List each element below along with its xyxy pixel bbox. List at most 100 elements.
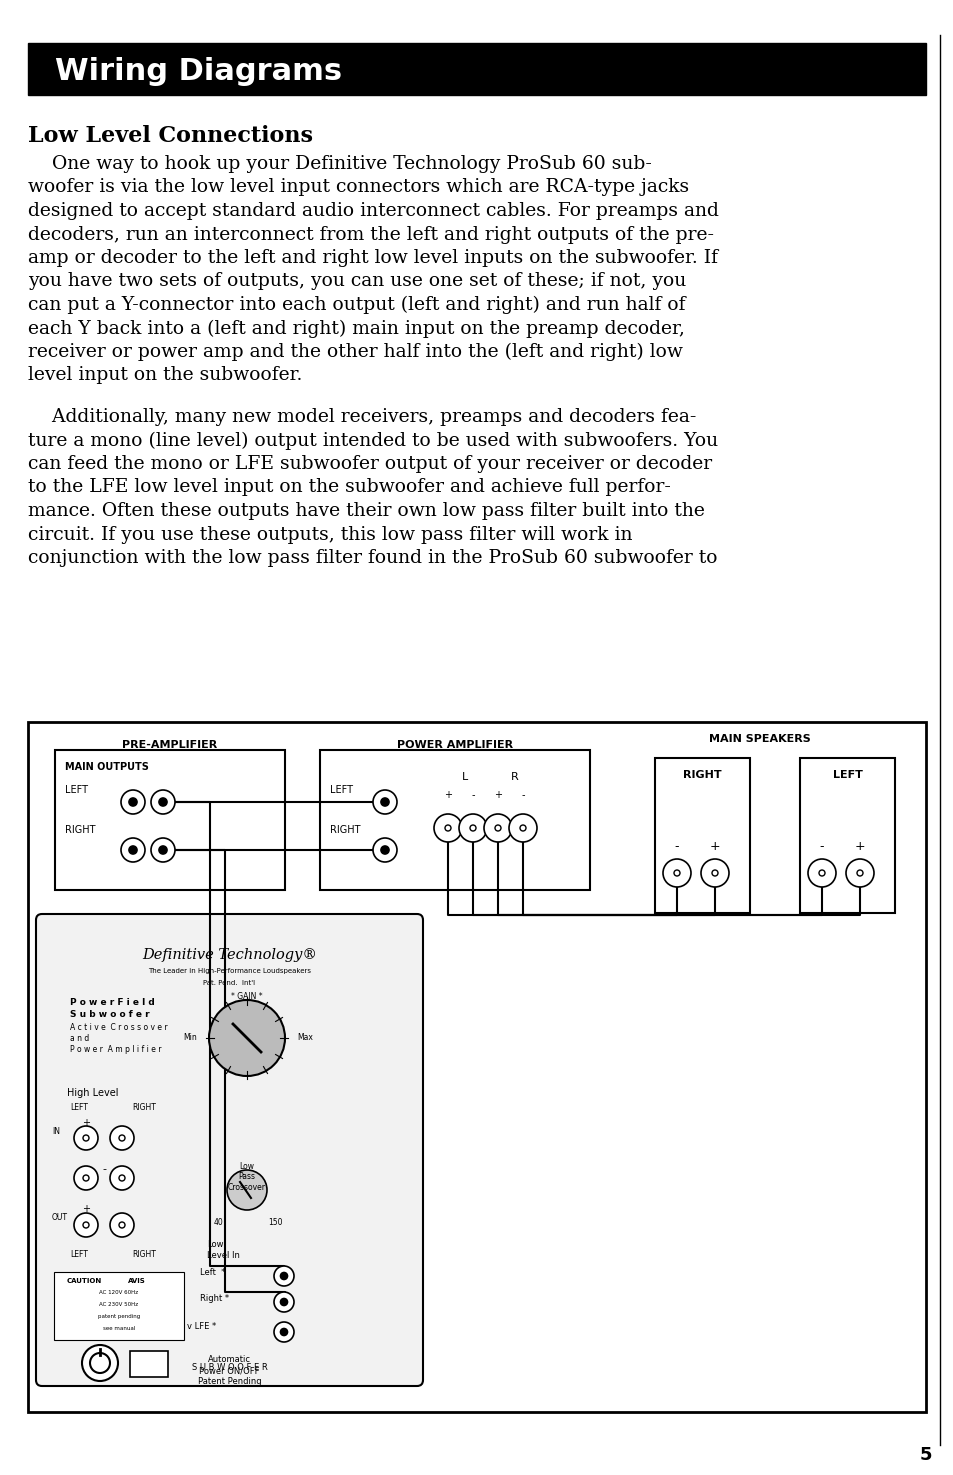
Text: A c t i v e  C r o s s o v e r
a n d
P o w e r  A m p l i f i e r: A c t i v e C r o s s o v e r a n d P o …: [70, 1024, 168, 1055]
Text: LEFT: LEFT: [330, 785, 353, 795]
Text: LEFT: LEFT: [832, 770, 862, 780]
Text: RIGHT: RIGHT: [682, 770, 721, 780]
Text: +: +: [494, 791, 501, 799]
Text: v LFE *: v LFE *: [187, 1322, 216, 1330]
Text: amp or decoder to the left and right low level inputs on the subwoofer. If: amp or decoder to the left and right low…: [28, 249, 718, 267]
Text: * GAIN *: * GAIN *: [231, 993, 262, 1002]
Text: -: -: [471, 791, 475, 799]
Bar: [28, 721, 925, 1412]
Circle shape: [711, 870, 718, 876]
Text: AC 120V 60Hz: AC 120V 60Hz: [99, 1291, 138, 1295]
Text: -: -: [819, 839, 823, 853]
Text: +: +: [709, 839, 720, 853]
Circle shape: [151, 838, 174, 861]
Circle shape: [495, 825, 500, 830]
Circle shape: [74, 1125, 98, 1150]
Text: Max: Max: [296, 1034, 313, 1043]
Circle shape: [119, 1134, 125, 1142]
Circle shape: [444, 825, 451, 830]
Text: -: -: [520, 791, 524, 799]
Text: Right *: Right *: [200, 1294, 229, 1302]
Text: RIGHT: RIGHT: [65, 825, 95, 835]
Circle shape: [373, 838, 396, 861]
Text: P o w e r F i e l d
S u b w o o f e r: P o w e r F i e l d S u b w o o f e r: [70, 999, 154, 1019]
Circle shape: [159, 847, 167, 854]
Bar: [655, 758, 749, 913]
Text: Additionally, many new model receivers, preamps and decoders fea-: Additionally, many new model receivers, …: [28, 409, 696, 426]
Circle shape: [458, 814, 486, 842]
Circle shape: [74, 1167, 98, 1190]
Circle shape: [470, 825, 476, 830]
Text: RIGHT: RIGHT: [132, 1249, 155, 1260]
Circle shape: [151, 791, 174, 814]
Text: conjunction with the low pass filter found in the ProSub 60 subwoofer to: conjunction with the low pass filter fou…: [28, 549, 717, 566]
Bar: [130, 1351, 168, 1378]
Text: +: +: [443, 791, 452, 799]
Circle shape: [818, 870, 824, 876]
Text: RIGHT: RIGHT: [132, 1103, 155, 1112]
Circle shape: [110, 1167, 133, 1190]
Circle shape: [209, 1000, 285, 1075]
Text: AC 230V 50Hz: AC 230V 50Hz: [99, 1302, 138, 1307]
Text: High Level: High Level: [67, 1089, 118, 1097]
Text: MAIN OUTPUTS: MAIN OUTPUTS: [65, 763, 149, 771]
Text: mance. Often these outputs have their own low pass filter built into the: mance. Often these outputs have their ow…: [28, 502, 704, 521]
Bar: [800, 758, 894, 913]
Circle shape: [280, 1273, 287, 1279]
Text: designed to accept standard audio interconnect cables. For preamps and: designed to accept standard audio interc…: [28, 202, 719, 220]
Text: Min: Min: [183, 1034, 196, 1043]
Circle shape: [129, 798, 137, 805]
Circle shape: [82, 1345, 118, 1381]
Text: 150: 150: [268, 1218, 282, 1227]
Text: Low
Level In: Low Level In: [207, 1240, 239, 1260]
Text: Wiring Diagrams: Wiring Diagrams: [55, 58, 342, 87]
Circle shape: [274, 1266, 294, 1286]
Text: each Y back into a (left and right) main input on the preamp decoder,: each Y back into a (left and right) main…: [28, 320, 684, 338]
Text: L: L: [461, 771, 468, 782]
Text: -: -: [674, 839, 679, 853]
Circle shape: [159, 798, 167, 805]
Circle shape: [119, 1176, 125, 1181]
Text: you have two sets of outputs, you can use one set of these; if not, you: you have two sets of outputs, you can us…: [28, 273, 685, 291]
Text: OUT: OUT: [52, 1214, 68, 1223]
Circle shape: [227, 1170, 267, 1209]
Circle shape: [700, 858, 728, 886]
Circle shape: [121, 791, 145, 814]
Circle shape: [280, 1329, 287, 1335]
Circle shape: [280, 1298, 287, 1305]
Circle shape: [274, 1292, 294, 1311]
Circle shape: [110, 1125, 133, 1150]
Text: AVIS: AVIS: [128, 1277, 146, 1285]
Text: S U B W O O F E R: S U B W O O F E R: [192, 1363, 267, 1372]
Text: MAIN SPEAKERS: MAIN SPEAKERS: [708, 735, 810, 743]
Text: Definitive Technology®: Definitive Technology®: [142, 948, 316, 962]
Text: LEFT: LEFT: [65, 785, 88, 795]
Text: +: +: [82, 1118, 90, 1128]
Text: LEFT: LEFT: [70, 1103, 88, 1112]
Text: patent pending: patent pending: [98, 1314, 140, 1319]
Circle shape: [274, 1322, 294, 1342]
Bar: [55, 749, 285, 889]
Circle shape: [509, 814, 537, 842]
FancyBboxPatch shape: [36, 914, 422, 1386]
Text: can put a Y-connector into each output (left and right) and run half of: can put a Y-connector into each output (…: [28, 296, 685, 314]
Text: decoders, run an interconnect from the left and right outputs of the pre-: decoders, run an interconnect from the l…: [28, 226, 713, 243]
Text: 5: 5: [919, 1446, 931, 1465]
Bar: [54, 1271, 184, 1339]
Circle shape: [434, 814, 461, 842]
Circle shape: [662, 858, 690, 886]
Circle shape: [673, 870, 679, 876]
Circle shape: [845, 858, 873, 886]
Text: PRE-AMPLIFIER: PRE-AMPLIFIER: [122, 740, 217, 749]
Text: Automatic
Power ON/OFF
Patent Pending: Automatic Power ON/OFF Patent Pending: [197, 1356, 261, 1386]
Text: Left  *: Left *: [200, 1268, 225, 1277]
Text: Pat. Pend.  Int'l: Pat. Pend. Int'l: [203, 979, 255, 985]
Text: receiver or power amp and the other half into the (left and right) low: receiver or power amp and the other half…: [28, 344, 682, 361]
Text: R: R: [511, 771, 518, 782]
Circle shape: [373, 791, 396, 814]
Text: RIGHT: RIGHT: [330, 825, 360, 835]
Circle shape: [83, 1134, 89, 1142]
Circle shape: [380, 798, 389, 805]
Text: circuit. If you use these outputs, this low pass filter will work in: circuit. If you use these outputs, this …: [28, 525, 632, 543]
Bar: [319, 749, 589, 889]
